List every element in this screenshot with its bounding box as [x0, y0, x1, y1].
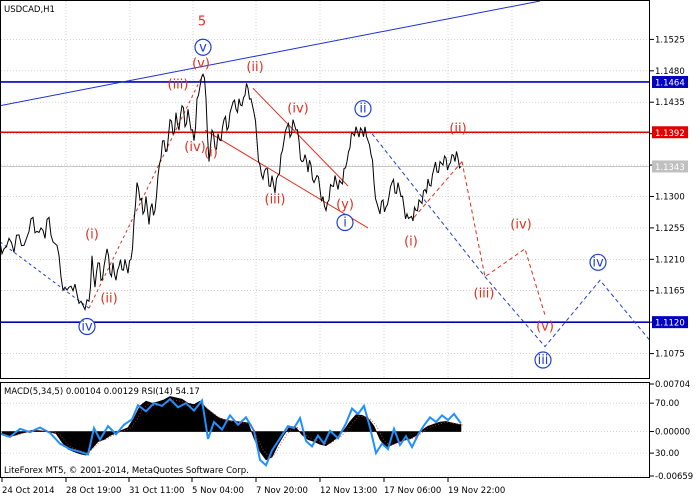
wave-label-circle — [194, 38, 212, 56]
price-tick-label: 1.1525 — [655, 35, 685, 45]
current-price-badge — [652, 160, 688, 173]
indicator-frame — [0, 382, 650, 478]
wave-label: v — [199, 40, 207, 55]
level-badges: 1.1464 1.1392 1.1343 1.1120 — [652, 75, 688, 329]
indicator-tick-label: 0.00000 — [655, 428, 690, 438]
indicator-tick-label: 30.00 — [655, 449, 679, 459]
indicator-tick-label: 0.00704 — [655, 380, 690, 390]
current-price-badge-label: 1.1343 — [655, 163, 685, 173]
wave-label: (iv) — [184, 140, 205, 155]
wave-label-circle — [354, 100, 372, 118]
symbol-label: USDCAD,H1 — [4, 5, 55, 15]
wave-label: (i) — [404, 234, 418, 249]
wave-label: (iv) — [287, 102, 308, 117]
indicator-tick-label: 70.00 — [655, 399, 679, 409]
wave-label-circle — [78, 317, 96, 336]
wave-label: (iv) — [510, 218, 531, 233]
price-tick-label: 1.1435 — [655, 98, 685, 108]
time-tick-label: 12 Nov 13:00 — [320, 486, 377, 496]
indicator-plot — [1, 383, 649, 477]
blue-projection — [371, 133, 649, 348]
time-axis: 24 Oct 2014 28 Oct 19:00 31 Oct 11:00 5 Nov… — [1, 478, 505, 496]
wave-label: (i) — [204, 146, 218, 161]
wave-label-circle — [534, 351, 552, 369]
wave-label: iii — [538, 353, 549, 368]
red-projection — [461, 161, 546, 316]
wave-label: (ii) — [100, 292, 117, 307]
price-tick-label: 1.1210 — [655, 255, 685, 265]
resistance-badge — [652, 126, 688, 139]
channel-upper[interactable] — [252, 87, 349, 187]
wave-iv-trend[interactable] — [0, 241, 90, 309]
wave-label: iv — [81, 320, 93, 335]
wave-label: iv — [592, 255, 604, 270]
wave-label: (ii) — [246, 60, 263, 75]
wave-label: (ii) — [449, 121, 466, 136]
wave-label: i — [343, 216, 347, 231]
price-tick-label: 1.1165 — [655, 287, 685, 297]
wave-label: (v) — [536, 320, 554, 335]
indicator-axis: 0.00704 70.00 0.00000 30.00 -0.00659 — [650, 380, 693, 482]
lower-support-badge-label: 1.1120 — [655, 319, 685, 329]
main-plot-frame — [0, 0, 650, 379]
wave-label: ii — [359, 102, 366, 117]
wave-label: (iii) — [168, 77, 189, 92]
wave-label-circle — [589, 253, 607, 271]
wave-label: (y) — [336, 197, 354, 212]
horizontal-levels[interactable] — [1, 81, 650, 323]
wave-label: 5 — [198, 14, 206, 29]
lower-support-badge — [652, 316, 688, 329]
indicator-tick-label: -0.00659 — [655, 472, 693, 482]
resistance-badge-label: 1.1392 — [655, 129, 685, 139]
upper-trend[interactable] — [0, 1, 541, 107]
price-series — [1, 73, 462, 312]
upper-support-badge — [652, 75, 688, 88]
wave-label: (i) — [85, 227, 99, 242]
time-tick-label: 31 Oct 11:00 — [129, 486, 184, 496]
copyright-label: LiteForex MT5, © 2001-2014, MetaQuotes S… — [4, 466, 249, 476]
wave-label-circle — [336, 213, 354, 232]
time-tick-label: 17 Nov 06:00 — [384, 486, 441, 496]
price-tick-label: 1.1255 — [655, 224, 685, 234]
time-tick-label: 24 Oct 2014 — [2, 486, 55, 496]
time-tick-label: 7 Nov 20:00 — [256, 486, 308, 496]
wave-label: (iii) — [265, 192, 286, 207]
time-tick-label: 28 Oct 19:00 — [66, 486, 121, 496]
wave-projections — [371, 133, 649, 348]
upper-support-badge-label: 1.1464 — [655, 78, 685, 88]
price-tick-label: 1.1075 — [655, 350, 685, 360]
time-tick-label: 5 Nov 04:00 — [192, 486, 244, 496]
time-tick-label: 19 Nov 22:00 — [448, 486, 505, 496]
price-tick-label: 1.1300 — [655, 192, 685, 202]
channel-lower[interactable] — [204, 129, 369, 229]
rsi-line — [1, 397, 462, 467]
indicator-label: MACD(5,34,5) 0.00104 0.00129 RSI(14) 54.… — [4, 387, 200, 397]
price-tick-label: 1.1480 — [655, 67, 685, 77]
wave-labels: 5v(v)(iii)(ii)(iv)(i)(iv)(iii)ii(y)i(ii)… — [78, 14, 607, 369]
red-wave-i-leg — [413, 161, 463, 218]
wave-label: (iii) — [474, 287, 495, 302]
wave-label: (v) — [192, 56, 210, 71]
